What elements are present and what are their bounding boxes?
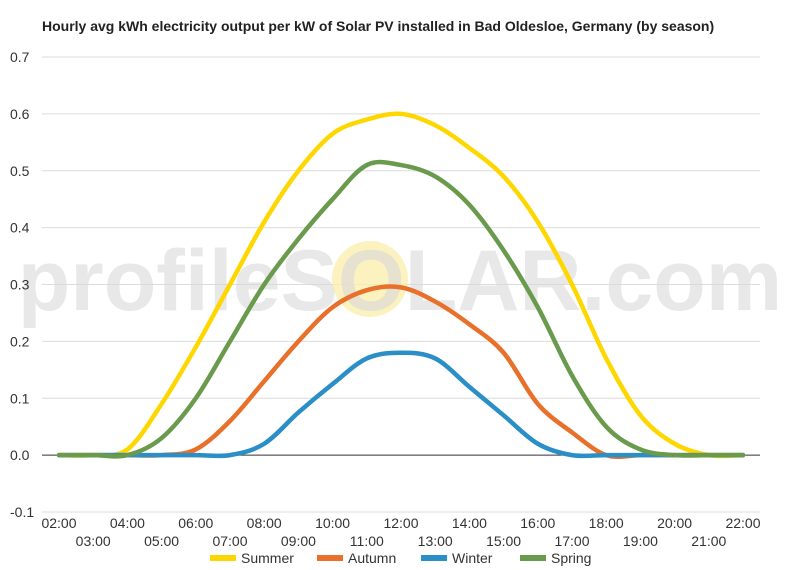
y-tick-label: 0.6	[10, 106, 30, 122]
x-tick-label: 13:00	[418, 533, 453, 549]
y-tick-label: 0.5	[10, 163, 30, 179]
x-tick-label: 20:00	[657, 515, 692, 531]
x-tick-label: 09:00	[281, 533, 316, 549]
legend-label: Winter	[452, 550, 493, 566]
y-tick-label: 0.4	[10, 220, 30, 236]
x-tick-label: 11:00	[350, 533, 384, 549]
watermark: profileSOLAR.com	[18, 233, 783, 329]
legend-label: Spring	[551, 550, 591, 566]
x-tick-label: 04:00	[110, 515, 145, 531]
x-tick-label: 06:00	[178, 515, 213, 531]
x-tick-label: 14:00	[452, 515, 487, 531]
x-tick-label: 12:00	[383, 515, 418, 531]
x-tick-label: 08:00	[247, 515, 282, 531]
x-tick-label: 07:00	[212, 533, 247, 549]
watermark-text: profileSOLAR.com	[18, 233, 783, 329]
x-tick-label: 03:00	[76, 533, 111, 549]
chart-title: Hourly avg kWh electricity output per kW…	[42, 18, 715, 34]
x-tick-label: 02:00	[41, 515, 76, 531]
y-tick-label: 0.3	[10, 277, 30, 293]
x-tick-label: 05:00	[144, 533, 179, 549]
y-tick-label: -0.1	[10, 504, 34, 520]
y-tick-label: 0.7	[10, 49, 30, 65]
series-line-summer	[56, 111, 746, 459]
legend-label: Autumn	[348, 550, 396, 566]
x-tick-label: 16:00	[520, 515, 555, 531]
y-tick-label: 0.1	[10, 390, 30, 406]
series-line-winter	[56, 350, 746, 459]
x-tick-label: 19:00	[623, 533, 658, 549]
series-line-spring	[56, 159, 746, 459]
legend-label: Summer	[241, 550, 294, 566]
y-tick-label: 0.2	[10, 333, 30, 349]
series-lines	[56, 111, 746, 460]
y-tick-label: 0.0	[10, 447, 30, 463]
x-tick-label: 10:00	[315, 515, 350, 531]
legend-swatch	[317, 555, 343, 561]
x-tick-label: 18:00	[589, 515, 624, 531]
legend: Summer Autumn Winter Spring	[210, 550, 591, 566]
legend-swatch	[421, 555, 447, 561]
x-tick-label: 17:00	[554, 533, 589, 549]
x-tick-label: 15:00	[486, 533, 521, 549]
legend-swatch	[520, 555, 546, 561]
legend-swatch	[210, 555, 236, 561]
x-tick-label: 21:00	[691, 533, 726, 549]
x-tick-label: 22:00	[725, 515, 760, 531]
